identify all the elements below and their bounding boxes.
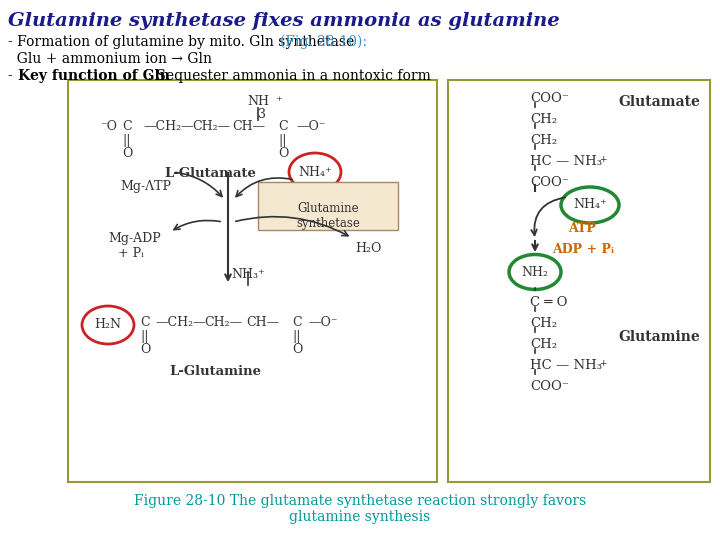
Text: C ═ O: C ═ O	[530, 296, 567, 309]
Text: : Sequester ammonia in a nontoxic form: : Sequester ammonia in a nontoxic form	[143, 69, 431, 83]
Text: O: O	[140, 343, 150, 356]
Bar	[68, 80, 437, 482]
Text: CH—: CH—	[232, 120, 265, 133]
Text: synthetase: synthetase	[296, 217, 360, 230]
Text: -: -	[8, 69, 17, 83]
Text: ⁻O: ⁻O	[100, 120, 117, 133]
Ellipse shape	[82, 306, 134, 344]
Text: (Fig. 28-10):: (Fig. 28-10):	[280, 35, 367, 49]
Text: H₂O: H₂O	[355, 242, 382, 255]
Text: O: O	[122, 147, 132, 160]
Ellipse shape	[289, 153, 341, 191]
Text: H₂N: H₂N	[94, 319, 122, 332]
Text: Glutamine: Glutamine	[297, 202, 359, 215]
Text: C: C	[278, 120, 287, 133]
Text: +: +	[275, 95, 282, 103]
Text: ATP: ATP	[568, 222, 596, 235]
Text: glutamine synthesis: glutamine synthesis	[289, 510, 431, 524]
Text: NH: NH	[247, 95, 269, 108]
Text: Mg-ΛTP: Mg-ΛTP	[120, 180, 171, 193]
Ellipse shape	[561, 187, 619, 223]
Text: —CH₂—: —CH₂—	[155, 316, 206, 329]
Text: CH₂: CH₂	[530, 134, 557, 147]
Text: O: O	[278, 147, 289, 160]
Text: Mg-ADP: Mg-ADP	[108, 232, 161, 245]
Text: C: C	[140, 316, 150, 329]
Text: L-Glutamine: L-Glutamine	[169, 365, 261, 378]
Text: HC — NH₃: HC — NH₃	[530, 359, 602, 372]
Text: —O⁻: —O⁻	[296, 120, 325, 133]
Text: C: C	[292, 316, 302, 329]
Text: HC — NH₃: HC — NH₃	[530, 155, 602, 168]
Ellipse shape	[509, 254, 561, 289]
Text: COO⁻: COO⁻	[530, 176, 569, 189]
Text: Glutamine: Glutamine	[618, 330, 700, 344]
Text: L-Glutamate: L-Glutamate	[164, 167, 256, 180]
Text: CH₂: CH₂	[530, 317, 557, 330]
Text: ||: ||	[292, 330, 300, 343]
Text: NH₄⁺: NH₄⁺	[298, 165, 332, 179]
Text: CH₂: CH₂	[530, 338, 557, 351]
Text: ||: ||	[140, 330, 148, 343]
Text: CH₂—: CH₂—	[204, 316, 242, 329]
Text: ||: ||	[278, 134, 287, 147]
Text: - Formation of glutamine by mito. Gln synthetase: - Formation of glutamine by mito. Gln sy…	[8, 35, 359, 49]
Bar	[448, 80, 710, 482]
Text: Glutamine synthetase fixes ammonia as glutamine: Glutamine synthetase fixes ammonia as gl…	[8, 12, 559, 30]
Text: COO⁻: COO⁻	[530, 92, 569, 105]
Text: +: +	[599, 359, 606, 368]
Text: O: O	[292, 343, 302, 356]
Text: NH₄⁺: NH₄⁺	[573, 199, 607, 212]
Text: Glu + ammonium ion → Gln: Glu + ammonium ion → Gln	[8, 52, 212, 66]
Text: CH₂—: CH₂—	[192, 120, 230, 133]
Text: + Pᵢ: + Pᵢ	[118, 247, 144, 260]
Text: Key function of Gln: Key function of Gln	[18, 69, 170, 83]
Text: ADP + Pᵢ: ADP + Pᵢ	[552, 243, 614, 256]
Text: Figure 28-10 The glutamate synthetase reaction strongly favors: Figure 28-10 The glutamate synthetase re…	[134, 494, 586, 508]
Text: —O⁻: —O⁻	[308, 316, 338, 329]
Text: 3: 3	[250, 108, 266, 121]
Text: Glutamate: Glutamate	[618, 95, 700, 109]
Bar	[258, 182, 398, 230]
Text: CH—: CH—	[246, 316, 279, 329]
Text: COO⁻: COO⁻	[530, 380, 569, 393]
Text: —CH₂—: —CH₂—	[143, 120, 194, 133]
Text: CH₂: CH₂	[530, 113, 557, 126]
Text: NH₂: NH₂	[521, 266, 549, 279]
Text: C: C	[122, 120, 132, 133]
Text: +: +	[599, 155, 606, 164]
Text: NH₃⁺: NH₃⁺	[231, 268, 265, 281]
Text: ||: ||	[122, 134, 130, 147]
